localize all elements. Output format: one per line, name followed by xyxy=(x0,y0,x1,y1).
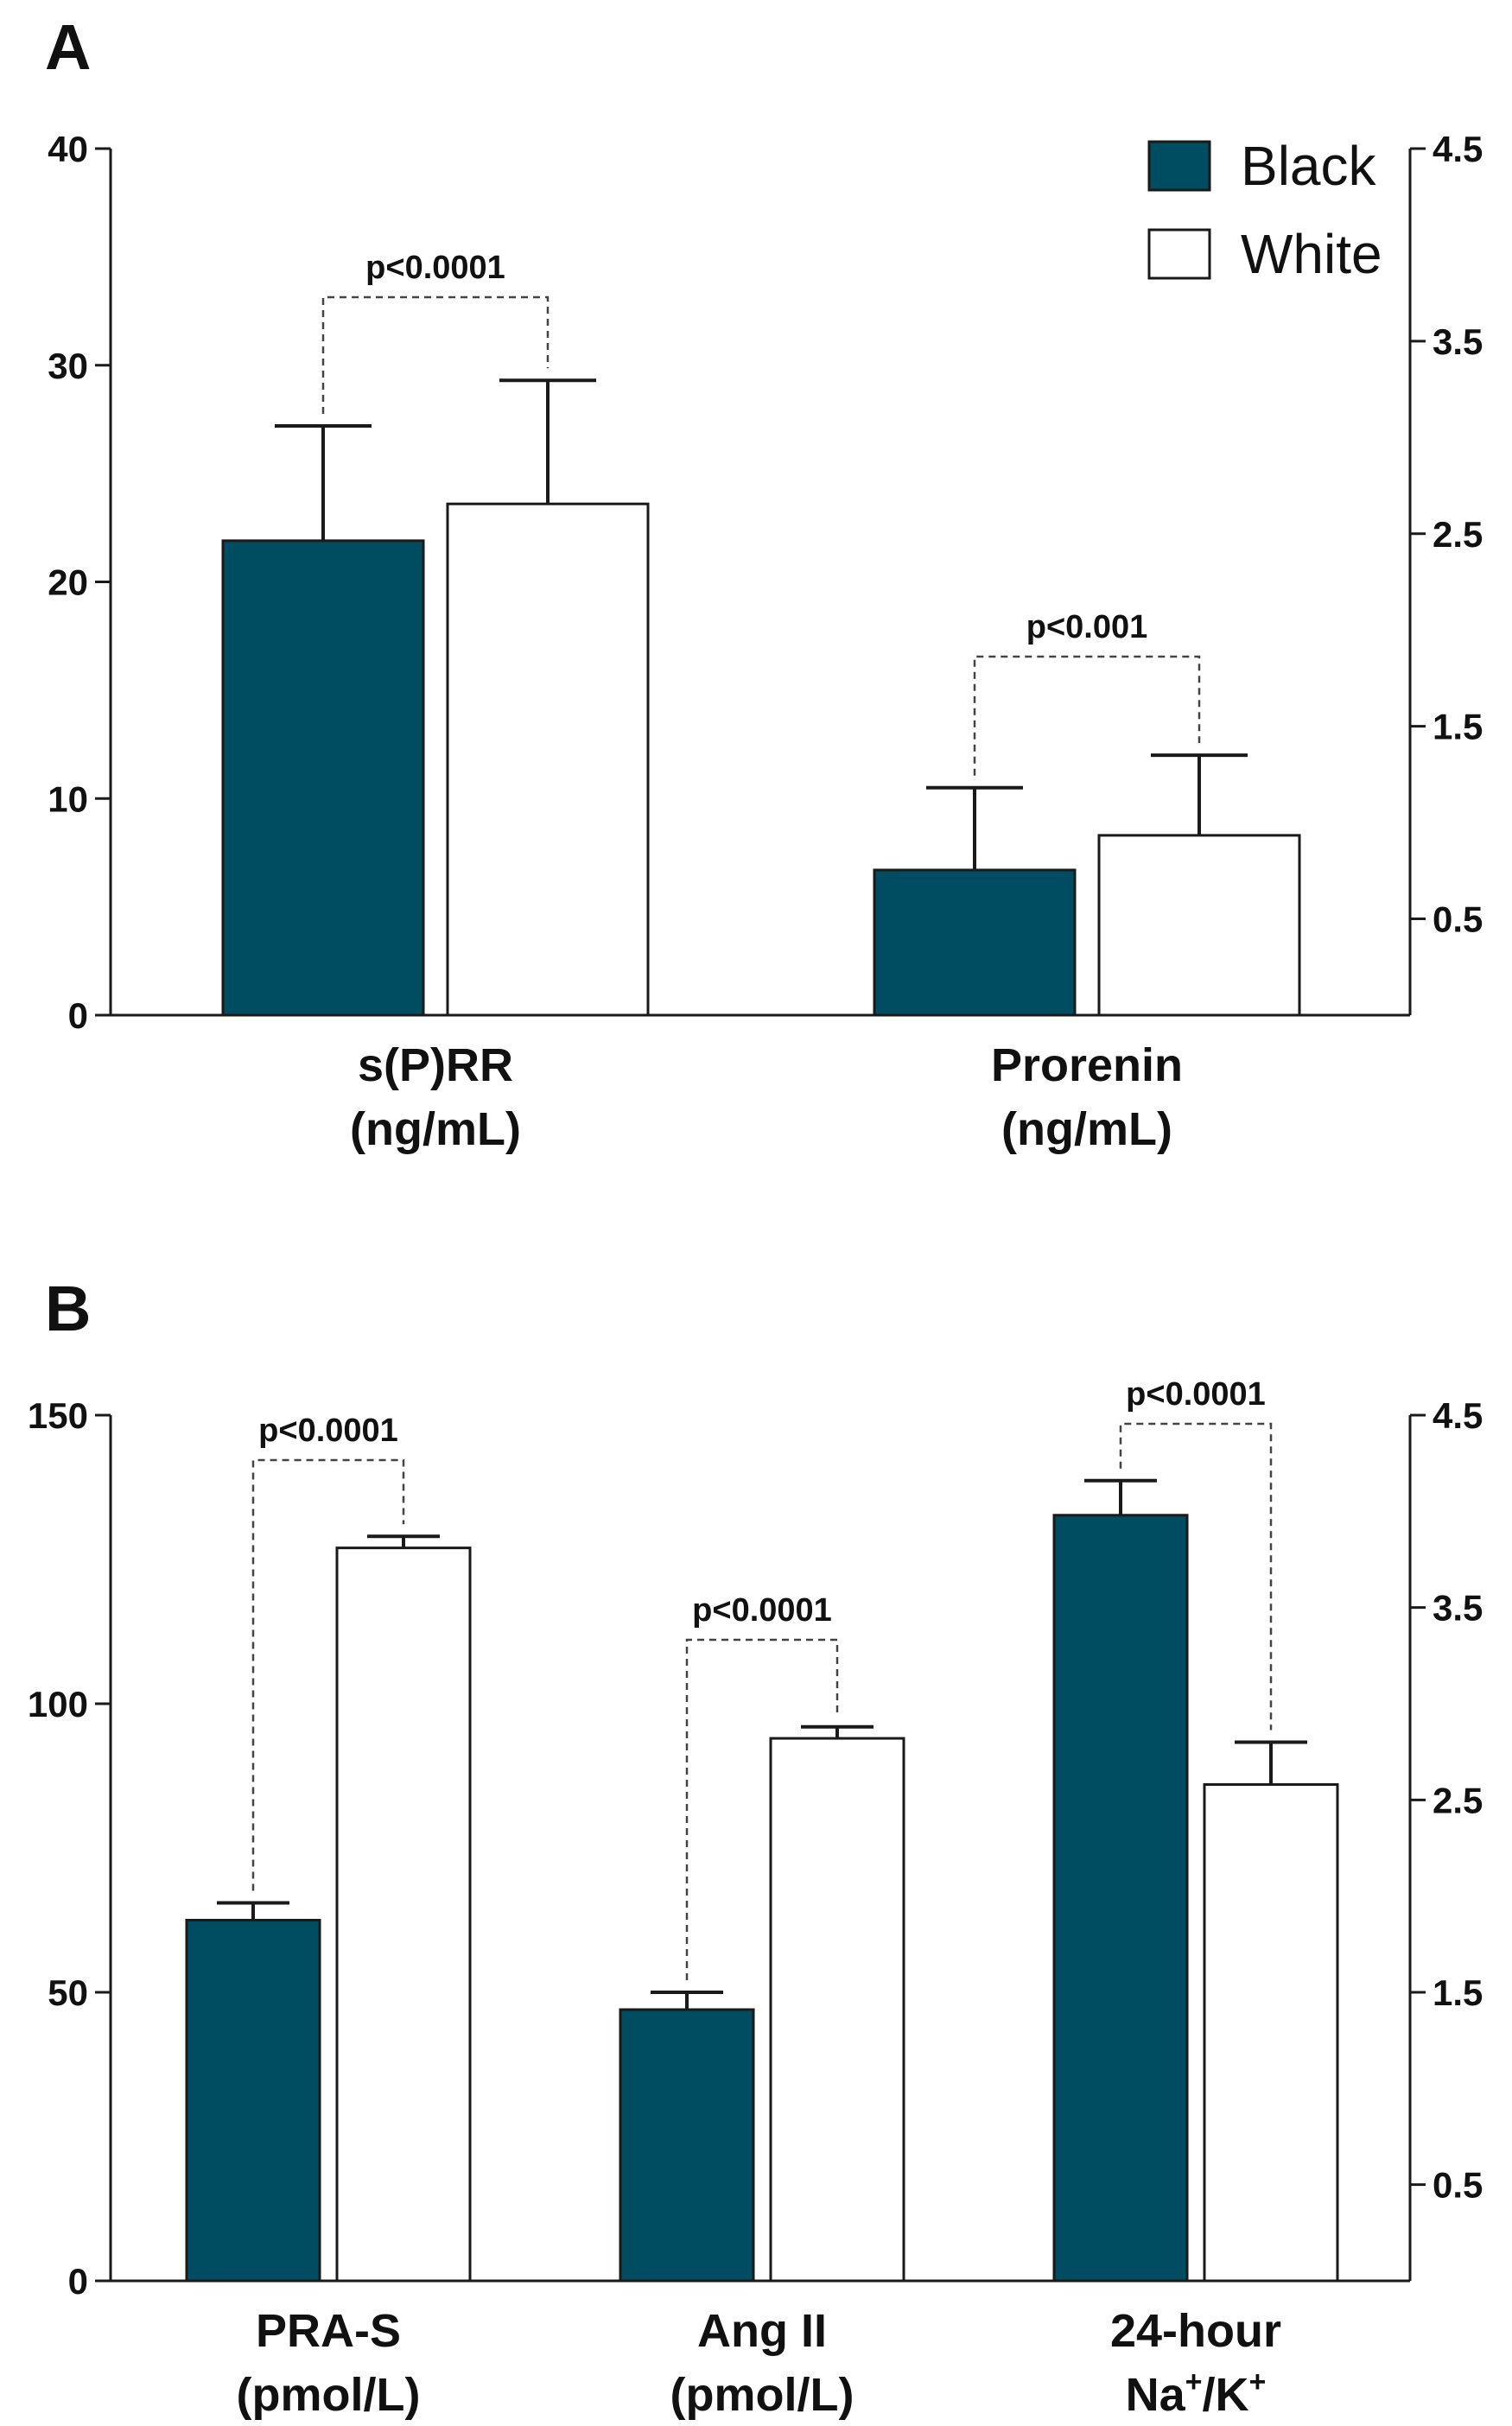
panel-a-right-tick-label: 2.5 xyxy=(1433,514,1483,555)
panel-a-category-unit: (ng/mL) xyxy=(1001,1103,1172,1155)
legend-label-white: White xyxy=(1241,223,1382,285)
panel-a-significance-bracket: p<0.0001 xyxy=(321,250,550,414)
panel-a-annotations: p<0.0001 p<0.001 xyxy=(321,250,1201,776)
panel-b-right-tick-label: 3.5 xyxy=(1433,1588,1483,1629)
panel-b-axes: 0 50 100 150 0.5 1.5 2.5 3.5 4.5 xyxy=(28,1395,1483,2302)
panel-b-right-tick-label: 4.5 xyxy=(1433,1395,1483,1436)
panel-a-bracket-line xyxy=(321,295,550,414)
panel-b-right-tick-label: 1.5 xyxy=(1433,1972,1483,2013)
panel-b-left-tick-label: 100 xyxy=(28,1684,88,1724)
panel-a-chart: 0 10 20 30 40 0.5 1.5 2.5 3.5 4.5 p<0.0001 p<0.001… xyxy=(48,129,1483,1155)
panel-b-left-tick-label: 150 xyxy=(28,1395,88,1436)
panel-a-bar-white-2 xyxy=(1097,834,1301,1017)
legend-swatch-white xyxy=(1147,228,1211,280)
panel-a-left-tick-label: 0 xyxy=(68,995,88,1036)
panel-a-letter: A xyxy=(45,11,91,83)
panel-b-right-tick-label: 0.5 xyxy=(1433,2165,1483,2206)
panel-a-category-label: s(P)RR xyxy=(358,1039,513,1091)
panel-b-left-tick-label: 50 xyxy=(48,1972,88,2013)
panel-a-bar-white-1 xyxy=(446,502,650,1017)
panel-b-category-label: 24-hour xyxy=(1110,2305,1281,2357)
panel-b-right-tick-label: 2.5 xyxy=(1433,1780,1483,1820)
panel-b-p-value-label: p<0.0001 xyxy=(258,1413,398,1449)
panel-a-right-tick-label: 3.5 xyxy=(1433,321,1483,362)
panel-b-category-unit-part: /K xyxy=(1203,2369,1249,2421)
panel-b-bar-white-2 xyxy=(769,1737,905,2283)
panel-b-p-value-label: p<0.0001 xyxy=(1126,1376,1266,1413)
panel-a-left-tick-label: 30 xyxy=(48,346,88,386)
panel-b-significance-bracket: p<0.0001 xyxy=(1119,1376,1273,1731)
panel-b-bar-black-2 xyxy=(619,2008,755,2283)
panel-b-category-unit: (pmol/L) xyxy=(670,2369,854,2421)
legend-swatch-black xyxy=(1147,140,1211,192)
panel-b-bars xyxy=(185,1478,1339,2283)
panel-a-left-tick-label: 20 xyxy=(48,562,88,603)
panel-b-p-value-label: p<0.0001 xyxy=(692,1592,832,1629)
panel-b-category-label: Ang II xyxy=(697,2305,827,2357)
panel-b-left-tick-label: 0 xyxy=(68,2261,88,2302)
panel-a-bars xyxy=(221,378,1301,1017)
panel-a-category-label: Prorenin xyxy=(991,1039,1183,1091)
legend: Black White xyxy=(1147,135,1382,285)
panel-a-x-labels: s(P)RR (ng/mL) Prorenin (ng/mL) xyxy=(350,1039,1183,1155)
panel-a-significance-bracket: p<0.001 xyxy=(973,609,1201,776)
panel-b-bracket-line xyxy=(685,1638,839,1980)
panel-b-bar-white-1 xyxy=(335,1546,472,2283)
panel-b-significance-bracket: p<0.0001 xyxy=(251,1413,405,1891)
panel-a-bracket-line xyxy=(973,655,1201,776)
panel-b-category-unit-part: + xyxy=(1185,2366,1203,2398)
panel-b-letter: B xyxy=(45,1273,91,1344)
legend-label-black: Black xyxy=(1241,135,1377,197)
panel-a-left-tick-label: 40 xyxy=(48,129,88,169)
panel-a-bar-black-1 xyxy=(221,539,425,1017)
panel-b-significance-bracket: p<0.0001 xyxy=(685,1592,839,1980)
panel-a-left-tick-label: 10 xyxy=(48,778,88,819)
panel-b-annotations: p<0.0001 p<0.0001 p<0.0001 xyxy=(251,1376,1273,1980)
panel-a-right-tick-label: 0.5 xyxy=(1433,899,1483,940)
panel-a-category-unit: (ng/mL) xyxy=(350,1103,521,1155)
panel-b-bar-black-3 xyxy=(1052,1514,1189,2283)
panel-b-bar-white-3 xyxy=(1203,1783,1339,2283)
panel-a-p-value-label: p<0.0001 xyxy=(365,250,505,286)
panel-a-p-value-label: p<0.001 xyxy=(1026,609,1148,645)
panel-b-category-label: PRA-S xyxy=(256,2305,401,2357)
panel-b-category-unit-part: Na xyxy=(1126,2369,1186,2421)
panel-b-category-unit-part: + xyxy=(1249,2366,1267,2398)
panel-b-category-unit: (pmol/L) xyxy=(237,2369,421,2421)
panel-a-right-tick-label: 1.5 xyxy=(1433,707,1483,747)
panel-b-bar-black-1 xyxy=(185,1919,321,2283)
panel-a-bar-black-2 xyxy=(873,868,1077,1017)
panel-a-right-tick-label: 4.5 xyxy=(1433,129,1483,169)
panel-b-category-unit: Na+/K+ xyxy=(1126,2366,1267,2421)
